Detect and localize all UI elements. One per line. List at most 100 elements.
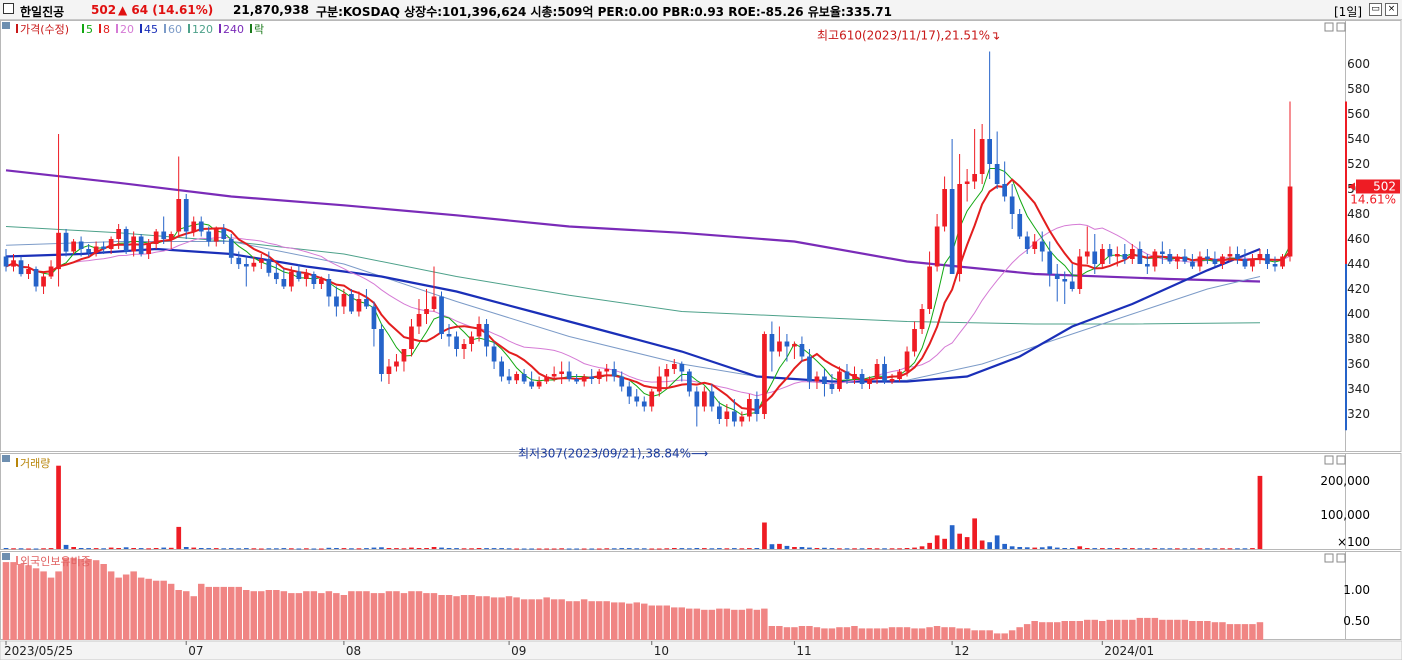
foreign-bar <box>2 562 10 640</box>
foreign-bar <box>122 574 130 640</box>
legend-swatch <box>140 24 142 33</box>
legend-swatch <box>219 24 221 33</box>
candle-body <box>274 272 279 280</box>
x-axis-bar <box>0 640 1402 660</box>
candles <box>3 51 1293 427</box>
foreign-bar <box>1204 621 1211 640</box>
foreign-bar <box>1023 624 1031 640</box>
volume-bar <box>702 548 707 550</box>
foreign-bar <box>693 608 701 640</box>
panel-maximize-icon[interactable] <box>1336 22 1346 32</box>
panel-menu-icon[interactable] <box>2 553 10 560</box>
candle-body <box>379 329 384 374</box>
foreign-bar <box>288 593 295 640</box>
candle-body <box>919 309 925 329</box>
foreign-bar <box>1084 619 1091 640</box>
candle-body <box>311 274 317 284</box>
candle-body <box>604 369 610 372</box>
candle-body <box>702 391 707 407</box>
panel-menu-icon[interactable] <box>2 22 10 29</box>
panel-restore-icon[interactable] <box>1324 553 1334 563</box>
candle-body <box>739 416 745 422</box>
foreign-bar <box>107 571 115 640</box>
candle-body <box>544 376 549 382</box>
volume-bar <box>837 548 842 550</box>
foreign-bar <box>183 591 190 640</box>
candle-body <box>1227 254 1233 257</box>
foreign-bar <box>85 559 92 640</box>
close-icon[interactable]: × <box>1385 3 1398 16</box>
legend-swatch <box>82 24 84 33</box>
foreign-bar <box>1076 621 1083 640</box>
volume-bar <box>964 537 970 549</box>
volume-bar <box>319 548 324 550</box>
volume-bar <box>994 535 1000 549</box>
candle-body <box>266 259 272 273</box>
volume-bar <box>1250 548 1255 550</box>
candle-body <box>26 269 31 274</box>
candle-body <box>198 221 204 232</box>
stock-info: 구분:KOSDAQ 상장수:101,396,624 시총:509억 PER:0.… <box>316 5 892 19</box>
foreign-bar <box>1181 619 1189 640</box>
volume-bar <box>867 548 872 550</box>
foreign-bar <box>1166 619 1174 640</box>
volume-bar <box>289 548 294 550</box>
candle-body <box>1130 249 1135 259</box>
candle-body <box>634 396 640 402</box>
foreign-bar <box>881 628 888 640</box>
candle-body <box>1242 259 1248 267</box>
candle-body <box>694 391 700 407</box>
volume-bar <box>138 548 144 550</box>
candle-body <box>371 306 377 329</box>
volume-bar <box>491 548 497 550</box>
candle-body <box>889 379 895 382</box>
foreign-bar <box>708 609 716 640</box>
chart-labels: 3203403603804004204404604805005205405605… <box>4 23 1400 658</box>
volume-bar <box>544 548 549 550</box>
volume-bar <box>259 548 264 550</box>
x-tick-label: 08 <box>346 644 361 658</box>
foreign-bar <box>978 630 986 640</box>
foreign-bar <box>1016 627 1023 640</box>
volume-bar <box>1115 548 1120 550</box>
candle-body <box>296 271 302 279</box>
volume-bar <box>1227 548 1233 550</box>
foreign-bar <box>963 628 971 640</box>
foreign-bar <box>565 601 573 640</box>
volume-bar <box>1039 547 1045 549</box>
panel-restore-icon[interactable] <box>1324 22 1334 32</box>
volume-bar <box>829 548 835 550</box>
candle-body <box>1077 256 1083 289</box>
foreign-bar <box>475 596 483 640</box>
period-button[interactable]: [1일] <box>1334 5 1363 19</box>
foreign-bar <box>611 602 618 640</box>
candle-body <box>123 229 129 252</box>
foreign-bar <box>1144 617 1151 640</box>
foreign-bar <box>663 605 670 640</box>
restore-icon[interactable]: ▭ <box>1369 3 1382 16</box>
candle-body <box>1069 281 1075 289</box>
foreign-bar <box>438 595 445 640</box>
legend-item: 8 <box>103 23 110 36</box>
volume-legend: 거래량 <box>20 457 50 470</box>
price-tick-label: 480 <box>1347 207 1370 221</box>
volume-bar <box>762 522 767 549</box>
foreign-bar <box>626 603 633 640</box>
volume-bar <box>574 548 579 550</box>
panel-maximize-icon[interactable] <box>1336 553 1346 563</box>
foreign-bar <box>595 601 603 640</box>
panel-menu-icon[interactable] <box>2 455 10 462</box>
panel-restore-icon[interactable] <box>1324 455 1334 465</box>
candle-body <box>259 259 264 263</box>
foreign-bar <box>1091 619 1098 640</box>
volume-bar <box>424 548 429 549</box>
panel-maximize-icon[interactable] <box>1336 455 1346 465</box>
foreign-bar <box>10 562 17 640</box>
candle-body <box>349 294 354 312</box>
legend-item: 5 <box>86 23 93 36</box>
volume-bar <box>1062 548 1068 549</box>
foreign-bar <box>340 595 348 640</box>
candle-body <box>153 231 159 244</box>
volume-bar <box>882 548 887 550</box>
foreign-tick-label: 0.50 <box>1343 614 1370 628</box>
